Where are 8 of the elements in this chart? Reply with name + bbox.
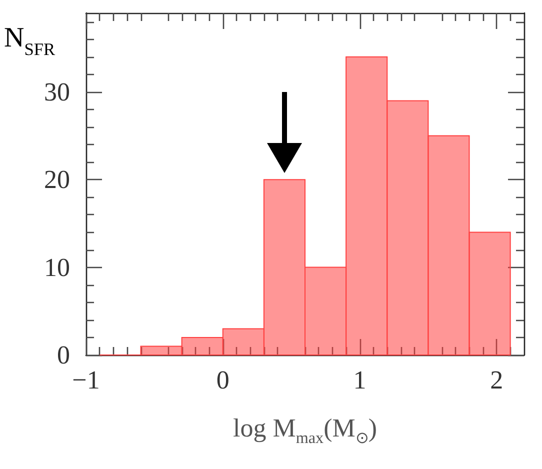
x-tick-label: 0	[216, 366, 230, 394]
y-tick-label: 30	[44, 77, 70, 106]
y-tick-label: 10	[44, 252, 70, 282]
x-tick-label: −1	[72, 366, 100, 394]
x-tick-label: 2	[490, 366, 504, 394]
y-tick-label: 20	[44, 165, 70, 194]
y-tick-label: 0	[57, 340, 70, 370]
x-tick-label: 1	[353, 366, 366, 394]
